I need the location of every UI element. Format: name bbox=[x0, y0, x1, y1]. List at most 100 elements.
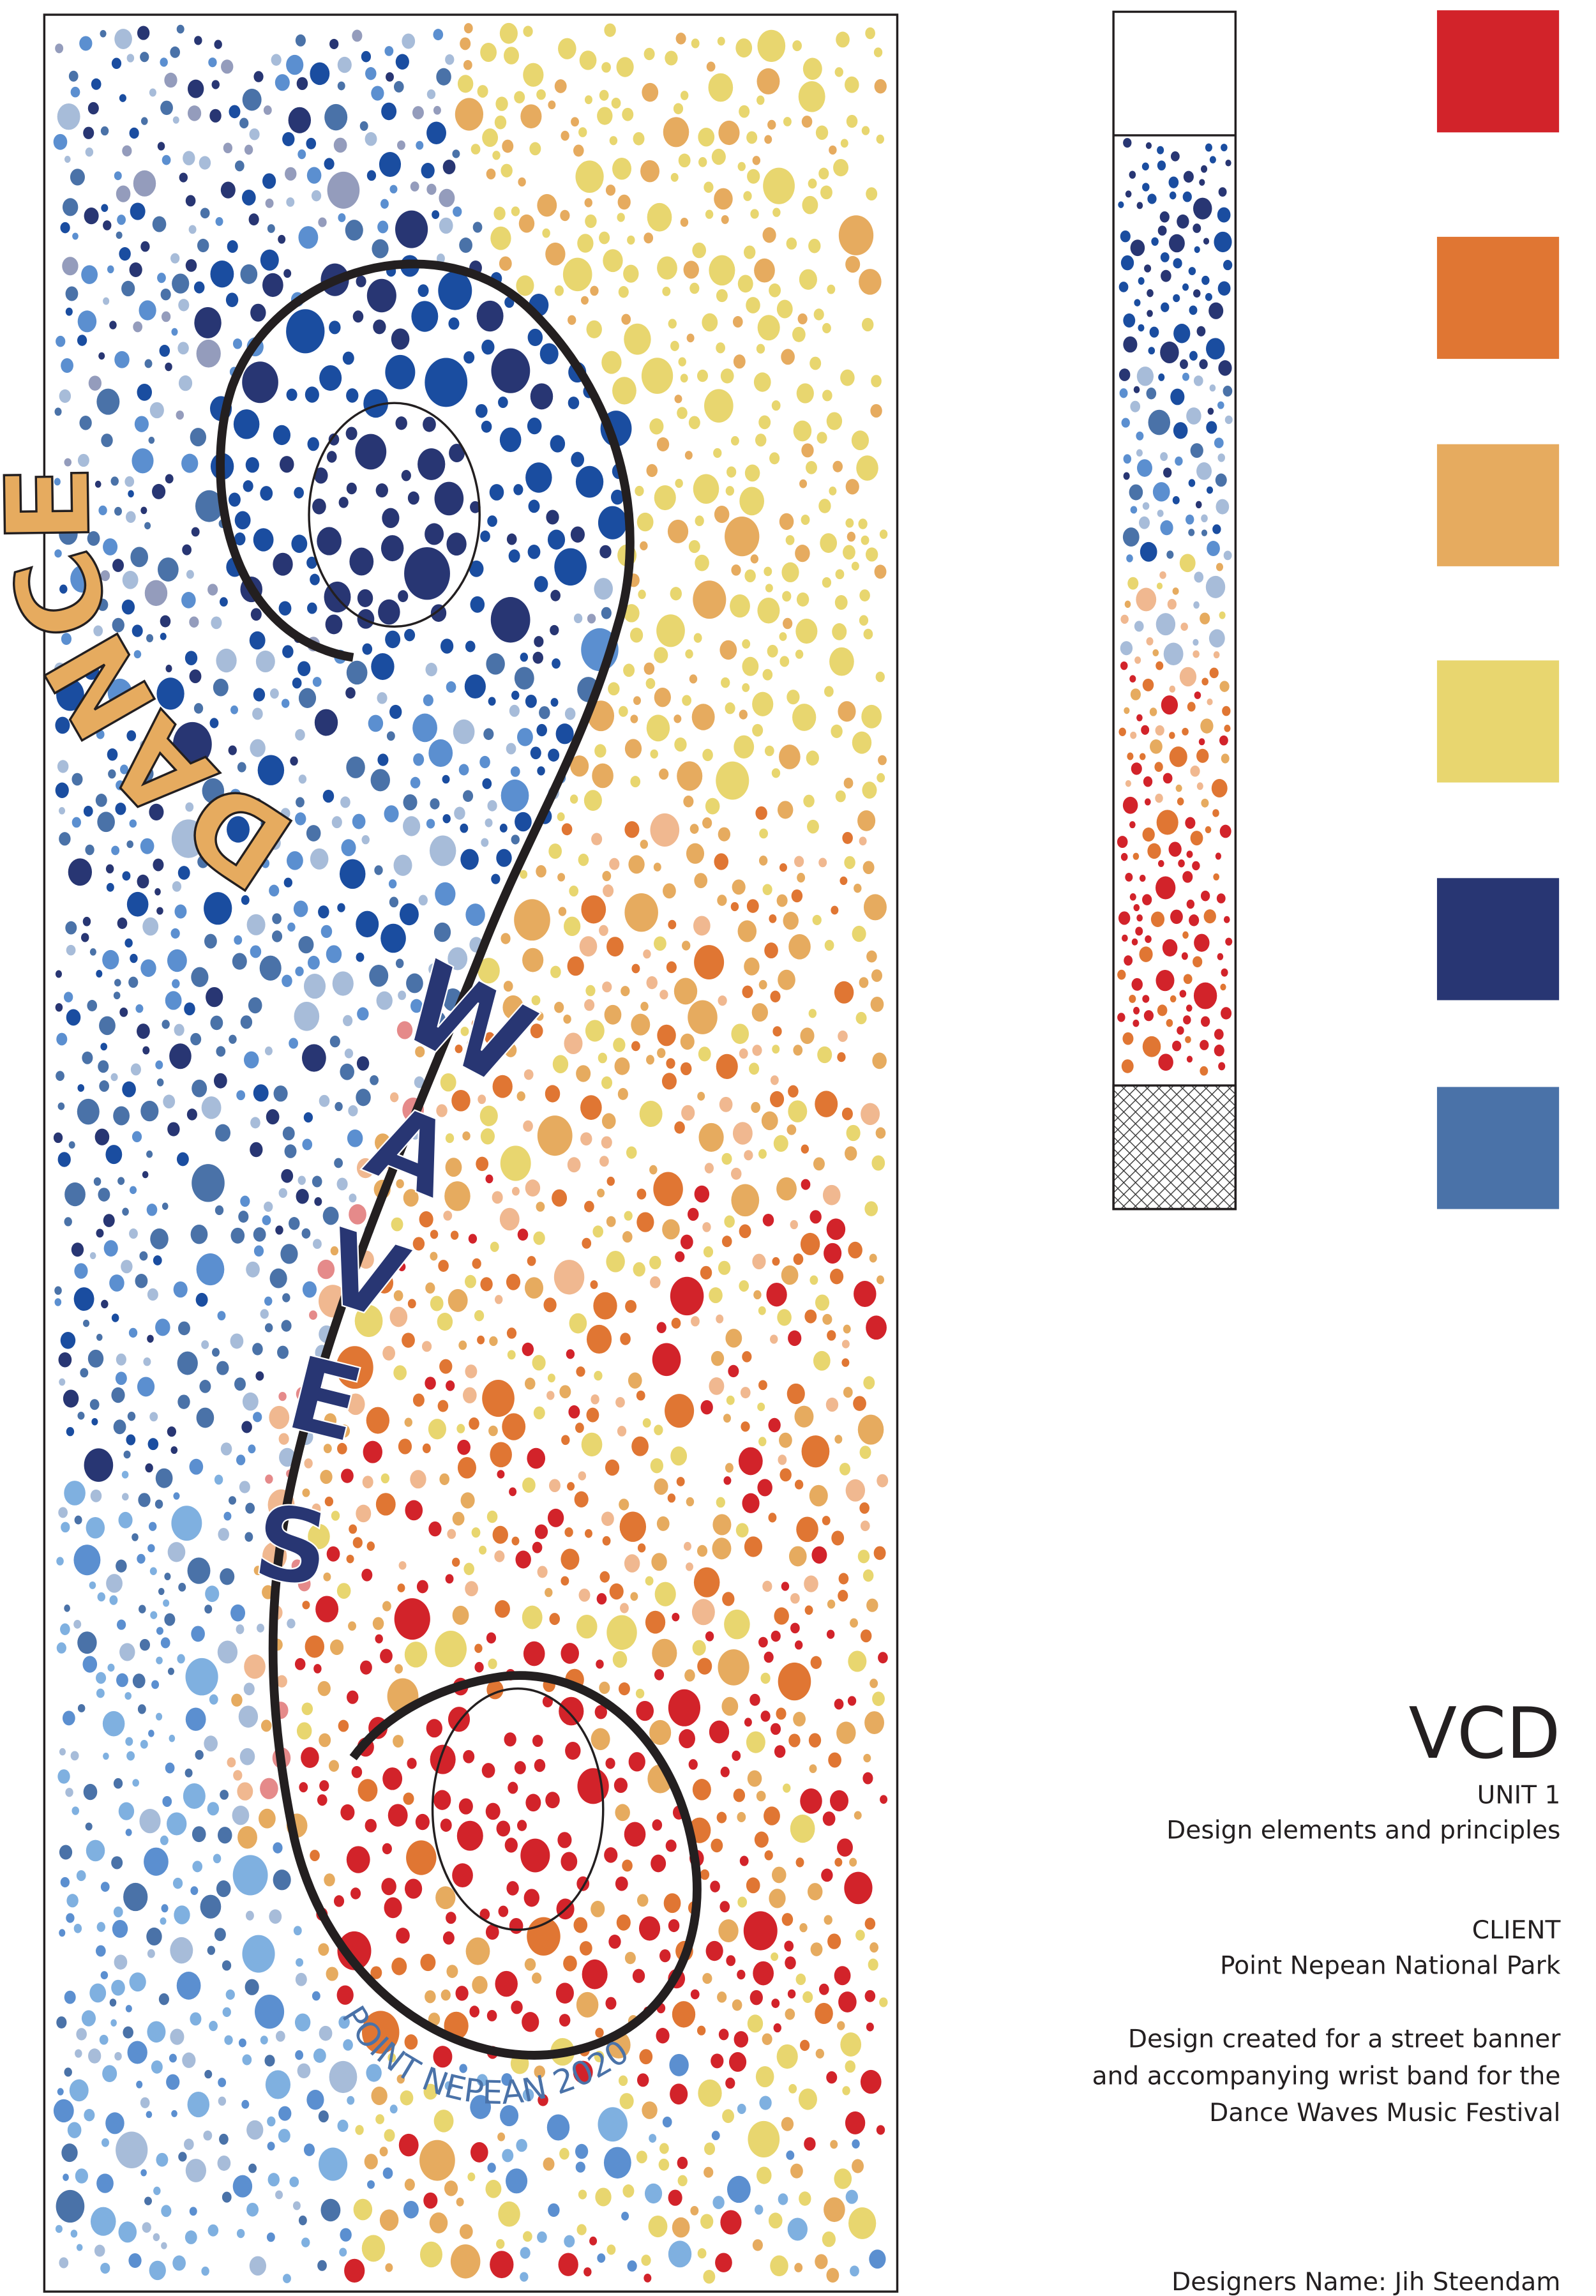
banner-dot bbox=[478, 958, 500, 984]
banner-dot bbox=[217, 2156, 231, 2171]
banner-dot bbox=[252, 707, 263, 720]
banner-dot bbox=[731, 1023, 749, 1045]
banner-dot bbox=[756, 344, 765, 354]
banner-dot bbox=[345, 220, 363, 241]
banner-dot bbox=[241, 895, 250, 905]
banner-dot bbox=[752, 2239, 763, 2251]
banner-dot bbox=[191, 1626, 205, 1642]
banner-dot bbox=[257, 1624, 265, 1633]
banner-dot bbox=[173, 1281, 188, 1298]
banner-dot bbox=[694, 945, 725, 980]
banner-dot bbox=[677, 761, 703, 791]
banner-dot bbox=[490, 2251, 514, 2279]
banner-dot bbox=[53, 1132, 63, 1144]
banner-dot bbox=[468, 1234, 478, 1244]
banner-dot bbox=[788, 934, 811, 960]
banner-dot bbox=[333, 137, 347, 153]
banner-dot bbox=[337, 1442, 347, 1454]
banner-dot bbox=[74, 1515, 82, 1525]
banner-dot bbox=[562, 257, 592, 292]
banner-dot bbox=[463, 23, 473, 34]
banner-dot bbox=[644, 232, 654, 244]
banner-dot bbox=[456, 2197, 464, 2207]
banner-dot bbox=[269, 1268, 287, 1288]
banner-dot bbox=[345, 427, 358, 441]
banner-dot bbox=[244, 1654, 266, 1679]
banner-dot bbox=[100, 29, 107, 38]
banner-dot bbox=[147, 1334, 154, 1343]
banner-dot bbox=[776, 894, 788, 907]
banner-dot bbox=[163, 1094, 176, 1109]
banner-dot bbox=[157, 273, 166, 283]
wristband-dot bbox=[1155, 725, 1164, 736]
wristband-dot bbox=[1214, 1029, 1224, 1040]
banner-dot bbox=[287, 922, 296, 932]
banner-dot bbox=[552, 1189, 568, 1207]
banner-dot bbox=[452, 1863, 473, 1888]
banner-dot bbox=[323, 1444, 332, 1454]
wristband-dot bbox=[1123, 454, 1132, 464]
banner-dot bbox=[267, 2116, 276, 2127]
banner-dot bbox=[796, 1516, 818, 1543]
banner-dot bbox=[319, 1780, 329, 1792]
banner-dot bbox=[597, 107, 613, 125]
banner-dot bbox=[89, 1252, 96, 1260]
banner-dot bbox=[712, 1514, 732, 1536]
banner-dot bbox=[167, 1426, 177, 1437]
banner-dot bbox=[297, 661, 311, 676]
banner-dot bbox=[460, 823, 469, 833]
banner-dot bbox=[522, 1605, 543, 1629]
banner-dot bbox=[122, 145, 132, 157]
banner-dot bbox=[870, 404, 882, 418]
banner-dot bbox=[674, 1121, 685, 1134]
banner-dot bbox=[818, 857, 827, 868]
banner-dot bbox=[617, 213, 625, 222]
wristband-dot bbox=[1187, 702, 1196, 712]
banner-dot bbox=[440, 1818, 452, 1832]
banner-dot bbox=[476, 1156, 489, 1172]
banner-dot bbox=[870, 1679, 878, 1688]
banner-dot bbox=[824, 2197, 845, 2223]
banner-dot bbox=[757, 315, 780, 341]
banner-dot bbox=[485, 2180, 502, 2198]
banner-dot bbox=[758, 856, 768, 866]
banner-dot bbox=[472, 1258, 481, 1269]
wristband-dot bbox=[1158, 1054, 1173, 1071]
wristband-dot bbox=[1186, 1004, 1193, 1012]
wristband-dot bbox=[1120, 852, 1128, 861]
banner-dot bbox=[586, 1407, 599, 1423]
wristband-dot bbox=[1214, 1045, 1224, 1057]
banner-dot bbox=[533, 1231, 545, 1245]
banner-dot bbox=[730, 436, 739, 446]
banner-dot bbox=[582, 1237, 592, 1249]
banner-dot bbox=[306, 2090, 324, 2110]
banner-dot bbox=[224, 2035, 233, 2045]
banner-dot bbox=[482, 778, 492, 789]
banner-dot bbox=[680, 1033, 695, 1050]
banner-dot bbox=[872, 1691, 885, 1707]
banner-dot bbox=[380, 1649, 393, 1663]
banner-dot bbox=[815, 125, 829, 140]
banner-dot bbox=[126, 511, 136, 523]
banner-dot bbox=[670, 172, 679, 182]
banner-dot bbox=[403, 2200, 419, 2219]
banner-dot bbox=[283, 2274, 291, 2283]
banner-dot bbox=[98, 505, 107, 515]
banner-dot bbox=[641, 358, 674, 394]
banner-dot bbox=[253, 1412, 262, 1423]
banner-dot bbox=[116, 1673, 128, 1688]
banner-dot bbox=[857, 1550, 870, 1564]
banner-dot bbox=[56, 1032, 68, 1046]
banner-dot bbox=[658, 2158, 670, 2171]
banner-dot bbox=[864, 1917, 876, 1930]
banner-dot bbox=[755, 806, 767, 820]
banner-dot bbox=[790, 1593, 800, 1604]
banner-dot bbox=[216, 1880, 231, 1898]
banner-dot bbox=[447, 1529, 456, 1539]
banner-dot bbox=[130, 1063, 141, 1076]
banner-dot bbox=[779, 744, 801, 769]
wristband-dot bbox=[1136, 714, 1143, 721]
banner-dot bbox=[869, 1253, 877, 1263]
wristband-dot bbox=[1201, 514, 1208, 523]
banner-dot bbox=[698, 2079, 722, 2107]
